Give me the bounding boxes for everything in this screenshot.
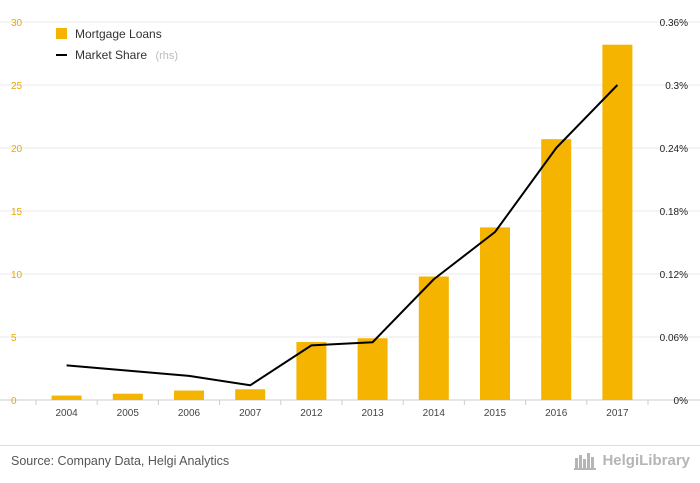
legend-line-note: (rhs) bbox=[155, 50, 178, 62]
x-tick-label: 2013 bbox=[361, 408, 384, 419]
right-tick-label: 0.18% bbox=[660, 207, 688, 218]
right-tick-label: 0.12% bbox=[660, 270, 688, 281]
left-tick-label: 25 bbox=[11, 81, 23, 92]
bar bbox=[480, 227, 510, 400]
market-share-line bbox=[66, 84, 619, 387]
x-tick-label: 2016 bbox=[545, 408, 568, 419]
x-tick-label: 2017 bbox=[606, 408, 629, 419]
right-tick-label: 0.06% bbox=[660, 333, 688, 344]
bar-series bbox=[51, 44, 633, 401]
left-tick-label: 30 bbox=[11, 18, 23, 29]
legend-line-name: Market Share bbox=[75, 48, 147, 62]
source-note: Source: Company Data, Helgi Analytics bbox=[11, 454, 230, 468]
bar bbox=[357, 338, 388, 400]
x-tick-label: 2004 bbox=[55, 408, 78, 419]
chart-footer: Source: Company Data, Helgi Analytics He… bbox=[0, 445, 700, 483]
x-tick-label: 2005 bbox=[117, 408, 140, 419]
bar bbox=[112, 393, 143, 400]
x-tick-label: 2012 bbox=[300, 408, 323, 419]
x-axis-ticks: 2004 2005 2006 2007 2012 2013 2014 2015 2016 2017 bbox=[55, 408, 628, 419]
legend-bar-swatch bbox=[56, 28, 67, 39]
x-tick-label: 2015 bbox=[484, 408, 507, 419]
bar bbox=[602, 44, 633, 401]
x-tick-label: 2007 bbox=[239, 408, 262, 419]
left-tick-label: 5 bbox=[11, 333, 17, 344]
grid-lines bbox=[0, 21, 700, 405]
right-tick-label: 0.36% bbox=[660, 18, 688, 29]
bar bbox=[541, 139, 572, 400]
line-series bbox=[66, 84, 619, 387]
legend: Mortgage Loans Market Share (rhs) bbox=[56, 27, 178, 63]
brand-name: HelgiLibrary bbox=[602, 451, 690, 469]
left-tick-label: 15 bbox=[11, 207, 23, 218]
left-tick-label: 0 bbox=[11, 396, 17, 407]
right-tick-label: 0.3% bbox=[665, 81, 688, 92]
right-axis-ticks: 0% 0.06% 0.12% 0.18% 0.24% 0.3% 0.36% bbox=[660, 18, 688, 407]
bar bbox=[296, 342, 327, 400]
right-tick-label: 0% bbox=[674, 396, 689, 407]
bar bbox=[418, 276, 449, 400]
x-tick-label: 2014 bbox=[423, 408, 446, 419]
library-icon bbox=[574, 453, 597, 470]
right-tick-label: 0.24% bbox=[660, 144, 688, 155]
bar bbox=[235, 389, 266, 400]
legend-line-label: Market Share (rhs) bbox=[75, 46, 178, 63]
legend-bar-label: Mortgage Loans bbox=[75, 27, 162, 41]
left-tick-label: 20 bbox=[11, 144, 23, 155]
left-tick-label: 10 bbox=[11, 270, 23, 281]
left-axis-ticks: 0 5 10 15 20 25 30 bbox=[11, 18, 23, 407]
bar bbox=[51, 395, 82, 400]
brand-logo: HelgiLibrary bbox=[574, 450, 690, 470]
bar bbox=[174, 390, 204, 400]
x-tick-label: 2006 bbox=[178, 408, 201, 419]
